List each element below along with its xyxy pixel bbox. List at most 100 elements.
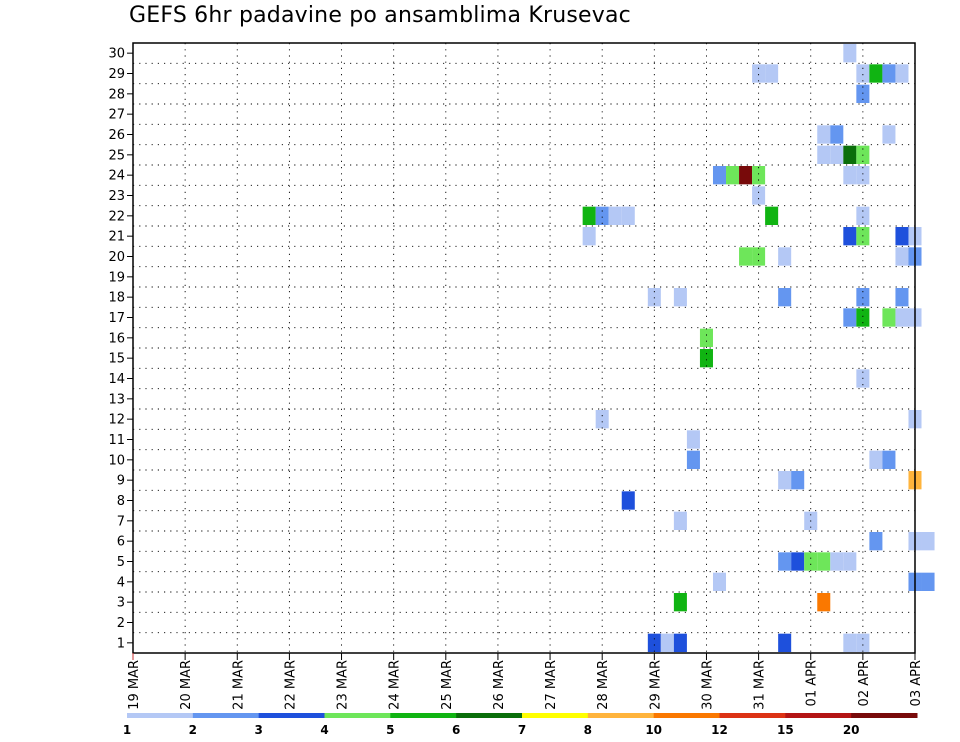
x-tick-label: 30 MAR bbox=[700, 660, 715, 710]
heatmap-cell bbox=[843, 227, 857, 246]
y-tick-label: 5 bbox=[117, 555, 125, 570]
heatmap-cell bbox=[817, 145, 831, 164]
x-tick-label: 28 MAR bbox=[596, 660, 611, 710]
x-tick-label: 26 MAR bbox=[492, 660, 507, 710]
legend-label: 3 bbox=[254, 723, 262, 737]
legend-swatch bbox=[653, 713, 720, 718]
y-tick-label: 16 bbox=[108, 331, 125, 346]
heatmap-cell bbox=[752, 166, 766, 185]
heatmap-cell bbox=[778, 633, 792, 652]
heatmap-cell bbox=[686, 450, 700, 469]
heatmap-cell bbox=[778, 552, 792, 571]
heatmap-cell bbox=[752, 186, 766, 205]
legend-swatch bbox=[390, 713, 457, 718]
y-tick-label: 29 bbox=[108, 67, 125, 82]
heatmap-cell bbox=[595, 410, 609, 429]
heatmap-cell bbox=[712, 166, 727, 185]
heatmap-cell bbox=[921, 572, 935, 591]
x-tick-label: 29 MAR bbox=[648, 660, 663, 710]
legend-swatch bbox=[324, 713, 391, 718]
y-tick-label: 23 bbox=[108, 189, 125, 204]
heatmap-cell bbox=[621, 206, 635, 225]
y-tick-label: 2 bbox=[117, 616, 125, 631]
heatmap-cell bbox=[921, 532, 935, 551]
heatmap-cell bbox=[882, 308, 896, 327]
heatmap-cell bbox=[791, 552, 805, 571]
heatmap-cell bbox=[582, 227, 596, 246]
heatmap-cell bbox=[673, 633, 687, 652]
heatmap-cell bbox=[843, 44, 857, 63]
heatmap-cell bbox=[817, 125, 831, 144]
color-legend: 1 2 3 4 5 6 7 8 10 12 15 20 bbox=[123, 713, 918, 737]
legend-swatch bbox=[258, 713, 325, 718]
y-tick-label: 6 bbox=[117, 535, 125, 550]
chart-title: GEFS 6hr padavine po ansamblima Krusevac bbox=[129, 3, 631, 28]
heatmap-cell bbox=[752, 247, 766, 266]
legend-label: 15 bbox=[777, 723, 794, 737]
heatmap-cell bbox=[856, 308, 870, 327]
y-tick-label: 13 bbox=[108, 392, 125, 407]
heatmap-cell bbox=[660, 633, 674, 652]
y-tick-label: 30 bbox=[108, 47, 125, 62]
heatmap-cell bbox=[621, 491, 635, 510]
y-tick-label: 14 bbox=[108, 372, 125, 387]
y-tick-label: 21 bbox=[108, 230, 125, 245]
y-tick-label: 9 bbox=[117, 474, 125, 489]
y-tick-label: 12 bbox=[108, 413, 125, 428]
x-axis: 19 MAR 20 MAR 21 MAR 22 MAR 23 MAR 24 MAR 25 M… bbox=[127, 653, 924, 710]
legend-swatch bbox=[851, 713, 918, 718]
x-tick-label: 20 MAR bbox=[179, 660, 194, 710]
y-axis: 1234567891011121314151617181920212223242… bbox=[108, 47, 133, 651]
legend-label: 7 bbox=[518, 723, 526, 737]
heatmap-cell bbox=[673, 511, 687, 530]
heatmap-cell bbox=[882, 450, 896, 469]
y-tick-label: 10 bbox=[108, 453, 125, 468]
x-tick-label: 19 MAR bbox=[127, 660, 142, 710]
legend-label: 10 bbox=[645, 723, 662, 737]
heatmap-cell bbox=[712, 572, 727, 591]
heatmap-cell bbox=[895, 288, 909, 307]
heatmap-cell bbox=[726, 166, 740, 185]
y-tick-label: 11 bbox=[108, 433, 125, 448]
legend-swatch bbox=[127, 713, 194, 718]
grid-layer bbox=[133, 43, 915, 653]
legend-label: 8 bbox=[584, 723, 592, 737]
cells-layer bbox=[582, 44, 935, 652]
heatmap-cell bbox=[895, 64, 909, 83]
y-tick-label: 17 bbox=[108, 311, 125, 326]
heatmap-cell bbox=[843, 145, 857, 164]
heatmap-cell bbox=[699, 328, 713, 347]
y-tick-label: 8 bbox=[117, 494, 125, 509]
x-tick-label: 02 APR bbox=[857, 660, 872, 706]
legend-label: 1 bbox=[123, 723, 131, 737]
heatmap-cell bbox=[843, 166, 857, 185]
heatmap-cell bbox=[608, 206, 622, 225]
heatmap-cell bbox=[869, 532, 883, 551]
heatmap-cell bbox=[843, 633, 857, 652]
heatmap-cell bbox=[856, 206, 870, 225]
legend-swatch bbox=[456, 713, 523, 718]
y-tick-label: 19 bbox=[108, 270, 125, 285]
y-tick-label: 1 bbox=[117, 636, 125, 651]
heatmap-cell bbox=[830, 125, 844, 144]
heatmap-cell bbox=[856, 166, 870, 185]
heatmap-cell bbox=[673, 593, 687, 612]
legend-label: 20 bbox=[843, 723, 860, 737]
heatmap-cell bbox=[739, 247, 753, 266]
heatmap-cell bbox=[856, 64, 870, 83]
heatmap-cell bbox=[843, 308, 857, 327]
legend-swatch bbox=[719, 713, 786, 718]
heatmap-cell bbox=[882, 125, 896, 144]
x-tick-label: 24 MAR bbox=[388, 660, 403, 710]
legend-label: 12 bbox=[711, 723, 728, 737]
heatmap-cell bbox=[582, 206, 596, 225]
x-tick-label: 01 APR bbox=[805, 660, 820, 706]
y-tick-label: 22 bbox=[108, 209, 125, 224]
x-tick-label: 25 MAR bbox=[440, 660, 455, 710]
heatmap-cell bbox=[869, 64, 883, 83]
legend-label: 4 bbox=[320, 723, 328, 737]
legend-swatch bbox=[192, 713, 260, 718]
x-tick-label: 03 APR bbox=[909, 660, 924, 706]
heatmap-cell bbox=[699, 349, 713, 368]
y-tick-label: 24 bbox=[108, 169, 125, 184]
